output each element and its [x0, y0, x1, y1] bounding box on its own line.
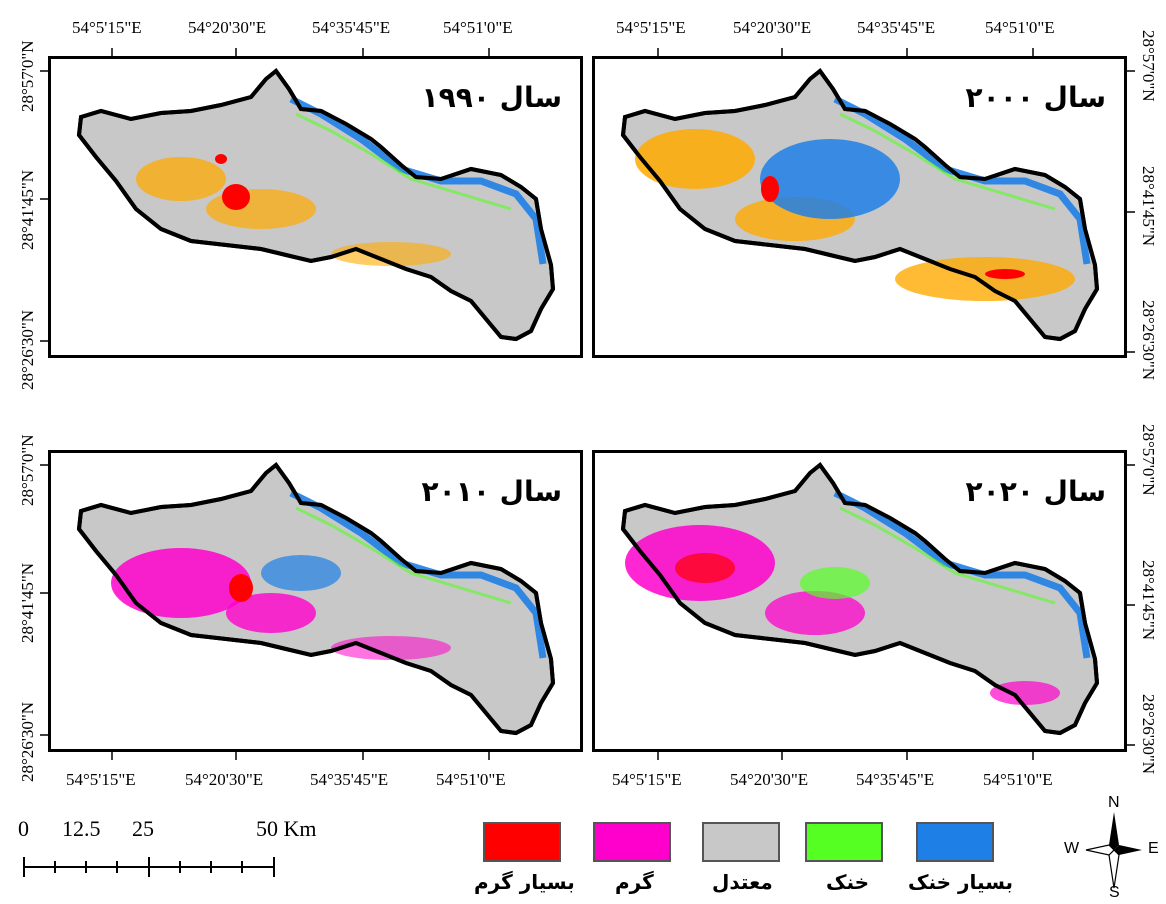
map-1990	[77, 69, 555, 341]
legend-swatch-cool	[805, 822, 883, 862]
legend-swatch-hot	[593, 822, 671, 862]
lon-tick-bottom-5: 54°5'15"E	[612, 770, 682, 789]
lon-tick-bottom-2: 54°20'30"E	[185, 770, 264, 789]
legend-label-cool: خنک	[826, 870, 870, 894]
legend-swatch-very-cool	[916, 822, 994, 862]
legend-label-moderate: معتدل	[712, 870, 773, 894]
lon-tick-bottom-7: 54°35'45"E	[856, 770, 935, 789]
lat-tick-right-1: 28°57'0"N	[1139, 30, 1158, 102]
map-panel-2010: سال ۲۰۱۰	[48, 450, 583, 752]
lat-tick-left-2: 28°41'45"N	[18, 169, 37, 250]
compass-e: E	[1148, 840, 1159, 857]
scale-label-25: 25	[132, 816, 154, 841]
lon-tick-bottom-6: 54°20'30"E	[730, 770, 809, 789]
panel-title-2020: سال ۲۰۲۰	[965, 475, 1106, 508]
lat-tick-right-4: 28°57'0"N	[1139, 424, 1158, 496]
legend-label-hot: گرم	[615, 870, 654, 894]
lon-tick-top-2: 54°20'30"E	[188, 18, 267, 37]
compass-s: S	[1109, 884, 1120, 901]
legend-swatch-very-hot	[483, 822, 561, 862]
legend-label-very-hot: بسیار گرم	[474, 870, 575, 894]
map-panel-2020: سال ۲۰۲۰	[592, 450, 1127, 752]
lat-tick-right-6: 28°26'30"N	[1139, 694, 1158, 775]
lon-tick-bottom-3: 54°35'45"E	[310, 770, 389, 789]
compass-n: N	[1108, 794, 1120, 811]
lat-tick-left-4: 28°57'0"N	[18, 434, 37, 506]
map-2000	[621, 69, 1099, 341]
lon-tick-bottom-8: 54°51'0"E	[983, 770, 1053, 789]
lon-tick-top-4: 54°51'0"E	[443, 18, 513, 37]
north-arrow-icon: N S W E	[1064, 794, 1164, 901]
lon-tick-top-1: 54°5'15"E	[72, 18, 142, 37]
lon-tick-bottom-1: 54°5'15"E	[66, 770, 136, 789]
lat-tick-left-3: 28°26'30"N	[18, 309, 37, 390]
lon-tick-bottom-4: 54°51'0"E	[436, 770, 506, 789]
panel-title-2010: سال ۲۰۱۰	[421, 475, 562, 508]
panel-title-2000: سال ۲۰۰۰	[965, 81, 1106, 114]
legend-label-very-cool: بسیار خنک	[908, 870, 1014, 894]
map-2010	[77, 463, 555, 735]
lon-tick-top-5: 54°5'15"E	[616, 18, 686, 37]
lon-tick-top-7: 54°35'45"E	[857, 18, 936, 37]
lon-tick-top-8: 54°51'0"E	[985, 18, 1055, 37]
compass-w: W	[1064, 840, 1080, 857]
scale-label-50: 50 Km	[256, 816, 317, 841]
lat-tick-right-3: 28°26'30"N	[1139, 300, 1158, 381]
map-panel-1990: سال ۱۹۹۰	[48, 56, 583, 358]
map-2020	[621, 463, 1099, 735]
lat-tick-right-2: 28°41'45"N	[1139, 166, 1158, 247]
lon-tick-top-6: 54°20'30"E	[733, 18, 812, 37]
lat-tick-left-6: 28°26'30"N	[18, 701, 37, 782]
lat-tick-left-5: 28°41'45"N	[18, 562, 37, 643]
map-panel-2000: سال ۲۰۰۰	[592, 56, 1127, 358]
scale-label-0: 0	[18, 816, 29, 841]
lat-tick-left-1: 28°57'0"N	[18, 40, 37, 112]
panel-title-1990: سال ۱۹۹۰	[421, 81, 562, 114]
legend-swatch-moderate	[702, 822, 780, 862]
lat-tick-right-5: 28°41'45"N	[1139, 560, 1158, 641]
scale-label-12-5: 12.5	[62, 816, 101, 841]
lon-tick-top-3: 54°35'45"E	[312, 18, 391, 37]
scale-bar	[23, 857, 275, 877]
